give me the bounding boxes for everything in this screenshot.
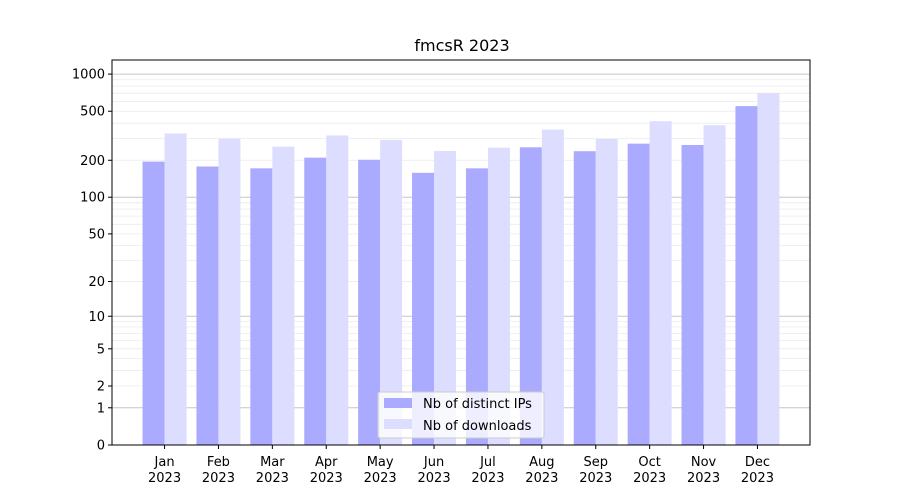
x-tick-label-month: Nov [691, 455, 717, 470]
bar-downloads [326, 135, 349, 445]
x-tick-label-month: Aug [529, 455, 554, 470]
bar-downloads [164, 133, 187, 445]
x-tick-label-year: 2023 [418, 471, 451, 486]
y-tick-label: 50 [88, 227, 105, 242]
bar-distinct-ips [681, 145, 704, 445]
legend-label-downloads: Nb of downloads [423, 419, 532, 434]
x-tick-label-year: 2023 [471, 471, 504, 486]
y-tick-label: 10 [88, 310, 105, 325]
x-tick-label-month: Feb [207, 455, 230, 470]
y-tick-label: 1000 [72, 68, 105, 83]
x-tick-label-year: 2023 [364, 471, 397, 486]
legend-label-ips: Nb of distinct IPs [423, 397, 532, 412]
bar-downloads [541, 129, 564, 445]
y-tick-label: 5 [97, 342, 105, 357]
bar-distinct-ips [412, 172, 435, 445]
bar-downloads [272, 146, 295, 445]
bar-distinct-ips [358, 159, 381, 445]
bar-distinct-ips [573, 151, 596, 445]
legend: Nb of distinct IPs Nb of downloads [377, 391, 545, 439]
x-tick-label-year: 2023 [256, 471, 289, 486]
x-tick-label-month: Jan [154, 455, 175, 470]
x-tick-label-month: Apr [315, 455, 338, 470]
bar-distinct-ips [304, 157, 327, 445]
y-tick-label: 20 [88, 275, 105, 290]
axes: 01251020501002005001000Jan2023Feb2023Mar… [72, 59, 811, 486]
x-tick-label-year: 2023 [687, 471, 720, 486]
x-tick-label-month: Mar [260, 455, 285, 470]
y-tick-label: 1 [97, 401, 105, 416]
bar-distinct-ips [250, 168, 273, 445]
bar-distinct-ips [196, 166, 219, 446]
x-tick-label-month: Jul [479, 455, 496, 470]
x-tick-label-year: 2023 [525, 471, 558, 486]
bar-distinct-ips [735, 106, 758, 446]
x-tick-label-year: 2023 [579, 471, 612, 486]
x-tick-label-year: 2023 [741, 471, 774, 486]
y-tick-label: 2 [97, 380, 105, 395]
x-tick-label-month: Jun [423, 455, 444, 470]
bar-distinct-ips [142, 161, 165, 445]
x-tick-label-month: Sep [583, 455, 608, 470]
bar-downloads [595, 138, 618, 446]
bar-distinct-ips [519, 147, 542, 445]
y-tick-label: 200 [80, 154, 105, 169]
x-tick-label-year: 2023 [633, 471, 666, 486]
x-tick-label-year: 2023 [310, 471, 343, 486]
bar-distinct-ips [465, 168, 488, 445]
legend-swatch-downloads [384, 419, 412, 429]
bar-downloads [434, 150, 457, 446]
legend-box [377, 391, 545, 439]
x-tick-label-month: Dec [745, 455, 770, 470]
y-tick-label: 500 [80, 105, 105, 120]
bar-downloads [703, 125, 726, 446]
chart-title: fmcsR 2023 [414, 36, 509, 55]
bar-downloads [380, 139, 403, 445]
plot-frame [111, 59, 811, 446]
bar-distinct-ips [627, 143, 650, 445]
y-tick-label: 100 [80, 191, 105, 206]
x-tick-label-month: May [367, 455, 394, 470]
bar-downloads [649, 121, 672, 446]
x-tick-label-month: Oct [638, 455, 660, 470]
bar-downloads [487, 147, 510, 445]
legend-swatch-ips [384, 398, 412, 408]
x-tick-label-year: 2023 [148, 471, 181, 486]
bar-downloads [757, 93, 780, 445]
bars [142, 93, 780, 446]
y-tick-label: 0 [97, 439, 105, 454]
bar-downloads [218, 138, 241, 445]
x-tick-label-year: 2023 [202, 471, 235, 486]
